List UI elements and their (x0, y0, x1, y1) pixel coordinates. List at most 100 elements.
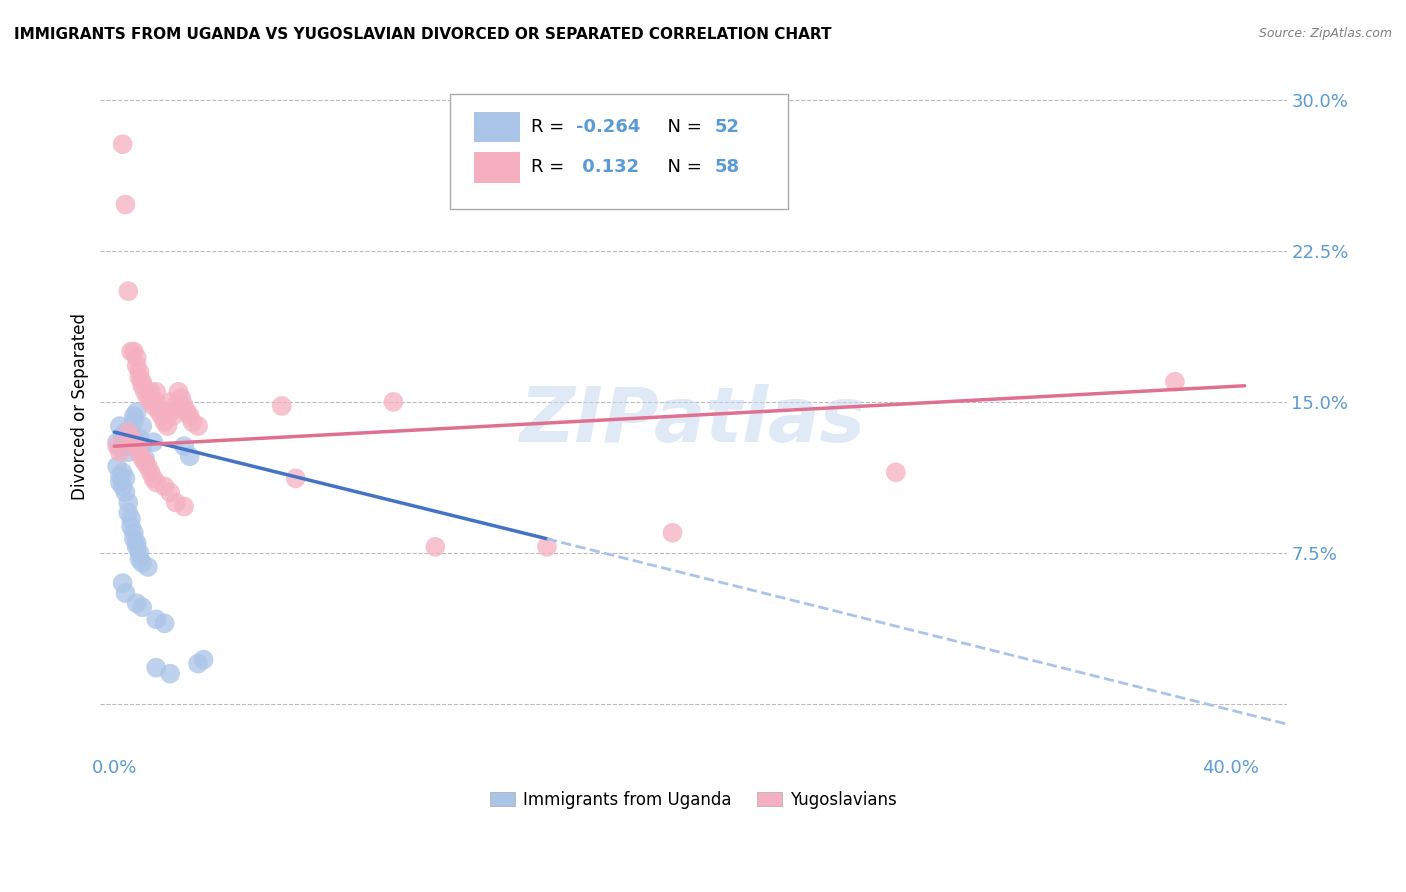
FancyBboxPatch shape (474, 152, 520, 183)
Point (134, 384, 156, 399)
Point (176, 405, 198, 419)
Text: 0.132: 0.132 (576, 158, 640, 177)
Point (145, 475, 167, 490)
Point (105, 459, 128, 474)
Point (120, 425, 142, 439)
Point (136, 459, 159, 474)
Point (120, 439, 142, 453)
Text: ZIPatlas: ZIPatlas (520, 384, 866, 458)
Point (111, 466, 134, 480)
Point (120, 431, 142, 445)
Point (122, 525, 145, 540)
Point (114, 197, 136, 211)
Point (111, 137, 134, 152)
Point (170, 391, 193, 405)
Point (145, 384, 167, 399)
Point (122, 532, 145, 546)
Point (117, 506, 139, 520)
Point (122, 344, 145, 359)
Point (120, 519, 142, 533)
Point (134, 455, 156, 469)
Text: 52: 52 (714, 118, 740, 136)
Point (153, 415, 176, 429)
Point (165, 495, 187, 509)
Text: N =: N = (655, 118, 707, 136)
Point (142, 471, 165, 485)
Point (173, 439, 195, 453)
Point (128, 546, 150, 560)
Point (114, 425, 136, 439)
Text: -0.264: -0.264 (576, 118, 640, 136)
Point (1164, 375, 1187, 389)
Point (125, 536, 148, 550)
Point (125, 435, 148, 450)
Point (165, 399, 187, 413)
Point (162, 409, 184, 423)
Point (120, 344, 142, 359)
Point (122, 435, 145, 450)
Point (122, 415, 145, 429)
Point (136, 391, 159, 405)
Point (131, 556, 153, 570)
Point (108, 419, 131, 434)
Point (159, 666, 181, 681)
Point (128, 445, 150, 459)
Point (661, 525, 683, 540)
Legend: Immigrants from Uganda, Yugoslavians: Immigrants from Uganda, Yugoslavians (484, 784, 904, 815)
Point (153, 479, 176, 493)
Point (145, 612, 167, 626)
Point (108, 469, 131, 483)
Point (108, 441, 131, 455)
Point (159, 485, 181, 500)
Point (142, 399, 165, 413)
Point (117, 495, 139, 509)
Point (136, 560, 159, 574)
Point (125, 351, 148, 365)
Point (425, 540, 447, 554)
Point (145, 660, 167, 674)
Point (108, 475, 131, 490)
Point (167, 384, 190, 399)
Point (150, 409, 173, 423)
Point (134, 451, 156, 466)
Point (142, 435, 165, 450)
Point (105, 435, 128, 450)
Point (139, 395, 162, 409)
Point (148, 405, 170, 419)
FancyBboxPatch shape (450, 95, 789, 209)
Point (111, 439, 134, 453)
Point (122, 409, 145, 423)
Text: R =: R = (531, 118, 569, 136)
Text: Source: ZipAtlas.com: Source: ZipAtlas.com (1258, 27, 1392, 40)
Point (193, 652, 215, 666)
Point (173, 500, 195, 514)
Point (114, 435, 136, 450)
Point (382, 395, 405, 409)
Point (114, 485, 136, 500)
Point (128, 370, 150, 384)
Point (128, 431, 150, 445)
Point (131, 375, 153, 389)
Y-axis label: Divorced or Separated: Divorced or Separated (72, 313, 89, 500)
Point (139, 466, 162, 480)
Point (125, 405, 148, 419)
Point (181, 415, 204, 429)
Point (117, 445, 139, 459)
Text: IMMIGRANTS FROM UGANDA VS YUGOSLAVIAN DIVORCED OR SEPARATED CORRELATION CHART: IMMIGRANTS FROM UGANDA VS YUGOSLAVIAN DI… (14, 27, 831, 42)
Point (173, 399, 195, 413)
Point (128, 552, 150, 566)
Point (884, 466, 907, 480)
Point (159, 395, 181, 409)
Point (179, 409, 201, 423)
Point (131, 600, 153, 615)
Point (131, 439, 153, 453)
Point (131, 419, 153, 434)
Point (187, 657, 209, 671)
Point (105, 439, 128, 453)
Text: N =: N = (655, 158, 707, 177)
Point (125, 439, 148, 453)
Point (128, 445, 150, 459)
Point (128, 365, 150, 379)
Point (145, 395, 167, 409)
Point (125, 359, 148, 373)
